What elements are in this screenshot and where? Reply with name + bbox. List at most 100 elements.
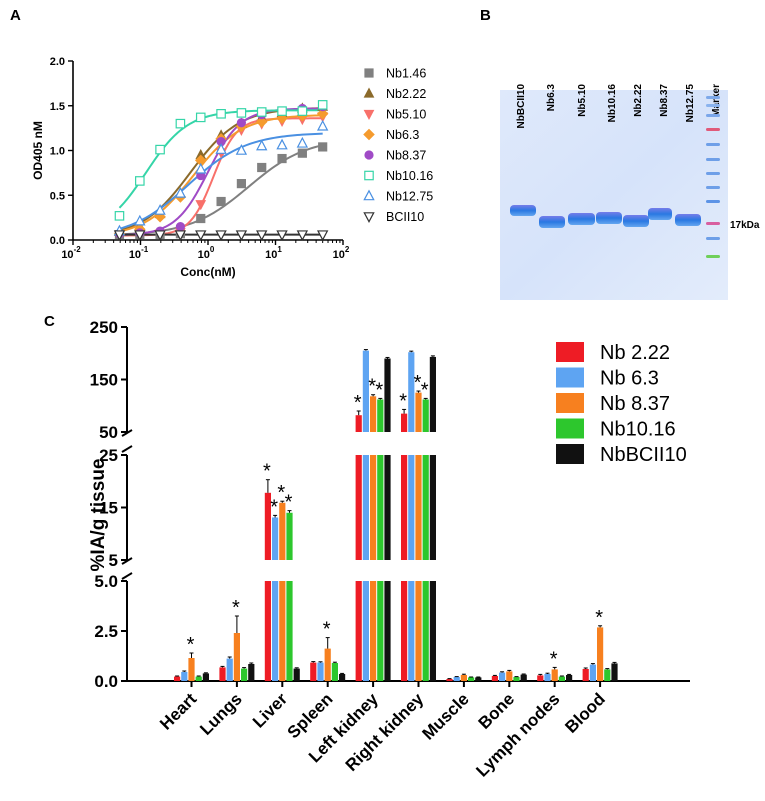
data-point-Nb12.75 [154,203,166,215]
data-point-Nb10.16 [216,109,226,119]
data-point-Nb6.3 [255,116,268,128]
lane-label-Nb8.37: Nb8.37 [659,84,670,117]
gel-lane-labels: NbBCII10 Nb6.3 Nb5.10 Nb10.16 Nb2.22 Nb8.37 Nb… [516,84,722,129]
legend-marker-Nb12.75 [363,189,375,201]
data-point-Nb12.75 [215,143,227,154]
x-tick-label-Blood: Blood [561,689,608,736]
data-point-Nb10.16 [317,100,328,110]
bar-Nb 6.3-Liver [272,517,279,560]
panel-b-label: B [480,7,491,24]
y-tick-label: 2.0 [50,56,65,68]
bar-Nb10.16-Liver-lower [286,581,293,681]
legend-label-Nb5.10: Nb5.10 [386,108,426,122]
panel-c-bars [174,349,618,681]
marker-ladder-band [706,158,720,161]
gel-background [500,90,728,300]
y-tick-label: 0.0 [50,235,65,247]
x-tick-label-Lungs: Lungs [196,689,245,738]
marker-ladder-band [706,104,720,107]
bar-NbBCII10-Lymph nodes [566,675,573,681]
bar-Nb 6.3-Lymph nodes [544,674,551,681]
data-point-BCII10 [174,230,187,242]
bar-Nb 8.37-Lungs [233,633,240,681]
legend-swatch-Nb 6.3 [556,367,584,388]
bar-Nb 6.3-Left kidney-middle [362,455,369,560]
axis-break-mark [121,557,133,565]
significance-star: * [399,390,407,412]
marker-ladder-band [706,186,720,189]
data-point-Nb10.16 [114,211,125,221]
y-tick-label: 0.5 [50,190,65,202]
x-tick-label: 10-1 [129,245,149,261]
bar-Nb 8.37-Bone [506,671,513,681]
bar-Nb 8.37-Muscle [460,675,467,681]
data-point-BCII10 [215,230,227,242]
legend-label-Nb 8.37: Nb 8.37 [600,393,670,415]
bar-Nb 8.37-Right kidney-middle [415,455,422,560]
legend-label-Nb12.75: Nb12.75 [386,190,433,204]
significance-star: * [595,607,603,629]
gel-band-NbBCII10 [510,205,536,216]
gel-band-Nb6.3 [539,216,565,228]
bar-Nb 2.22-Blood [582,669,589,681]
data-point-BCII10 [113,230,126,242]
gel-band-Nb5.10 [568,213,595,225]
data-point-Nb1.46 [236,179,247,189]
data-point-Nb10.16 [155,144,165,155]
bar-Nb 6.3-Spleen [317,662,324,681]
bar-Nb10.16-Liver [286,512,293,560]
x-tick-label-Muscle: Muscle [419,689,473,743]
bar-Nb 2.22-Muscle [446,679,453,681]
significance-star: * [354,392,362,414]
bar-Nb 2.22-Lungs [219,667,226,681]
y-tick-label: 1.0 [50,146,65,158]
legend-label-Nb10.16: Nb10.16 [386,169,433,183]
panel-b-gel: NbBCII10 Nb6.3 Nb5.10 Nb10.16 Nb2.22 Nb8.37 Nb… [500,84,760,300]
data-point-Nb12.75 [296,136,309,148]
bar-Nb 2.22-Bone [491,676,498,681]
legend-marker-Nb2.22 [363,87,375,98]
data-point-BCII10 [134,230,146,242]
marker-ladder-band [706,114,720,117]
bar-Nb10.16-Right kidney [422,399,429,432]
bar-Nb 2.22-Liver [264,492,271,560]
panel-a-data-points [113,100,329,242]
bar-Nb 8.37-Liver-lower [279,581,286,681]
panel-a-axes: 0.0 0.5 1.0 1.5 2.0 10-2 10-1 100 101 102 Conc(nM)… [31,56,350,279]
data-point-Nb12.75 [276,138,288,150]
fit-curve-Nb2.22 [119,107,323,232]
x-tick-label-Heart: Heart [156,689,200,733]
bar-Nb 6.3-Right kidney-lower [408,581,415,681]
data-point-Nb10.16 [297,106,308,116]
data-point-Nb10.16 [256,107,267,117]
data-point-Nb12.75 [195,162,207,174]
significance-star: * [421,379,429,401]
gel-band-Nb10.16 [596,212,622,224]
panel-c-legend: Nb 2.22 Nb 6.3 Nb 8.37 Nb10.16 NbBCII10 [556,342,687,466]
bar-Nb 8.37-Spleen [324,648,331,681]
significance-star: * [263,461,271,483]
bar-NbBCII10-Left kidney [384,358,391,432]
legend-marker-Nb1.46 [364,68,374,78]
significance-star: * [232,597,240,619]
panel-a-legend: Nb1.46 Nb2.22 Nb5.10 Nb6.3 Nb8.37 Nb10.16 Nb12… [363,67,433,224]
bar-NbBCII10-Bone [520,674,527,681]
x-tick-label-Bone: Bone [475,689,518,732]
y-tick-label: 50 [99,423,118,442]
panel-c-y-axis-title: %IA/g tissue [88,459,109,572]
data-point-Nb10.16 [277,106,287,116]
bar-Nb 2.22-Lymph nodes [537,675,544,681]
bar-NbBCII10-Lungs [248,664,255,681]
bar-NbBCII10-Muscle [475,677,482,681]
significance-star: * [277,482,285,504]
data-point-BCII10 [296,230,309,242]
bar-Nb10.16-Left kidney-lower [377,581,384,681]
y-tick-label: 0.0 [94,672,118,691]
bar-Nb 8.37-Liver [279,502,286,560]
panel-c-significance-marks: ***** **** *** *** [187,372,604,670]
bar-NbBCII10-Liver [293,668,300,681]
panel-a-label: A [10,7,21,24]
legend-label-NbBCII10: NbBCII10 [600,444,687,466]
bar-Nb10.16-Spleen [331,663,338,681]
